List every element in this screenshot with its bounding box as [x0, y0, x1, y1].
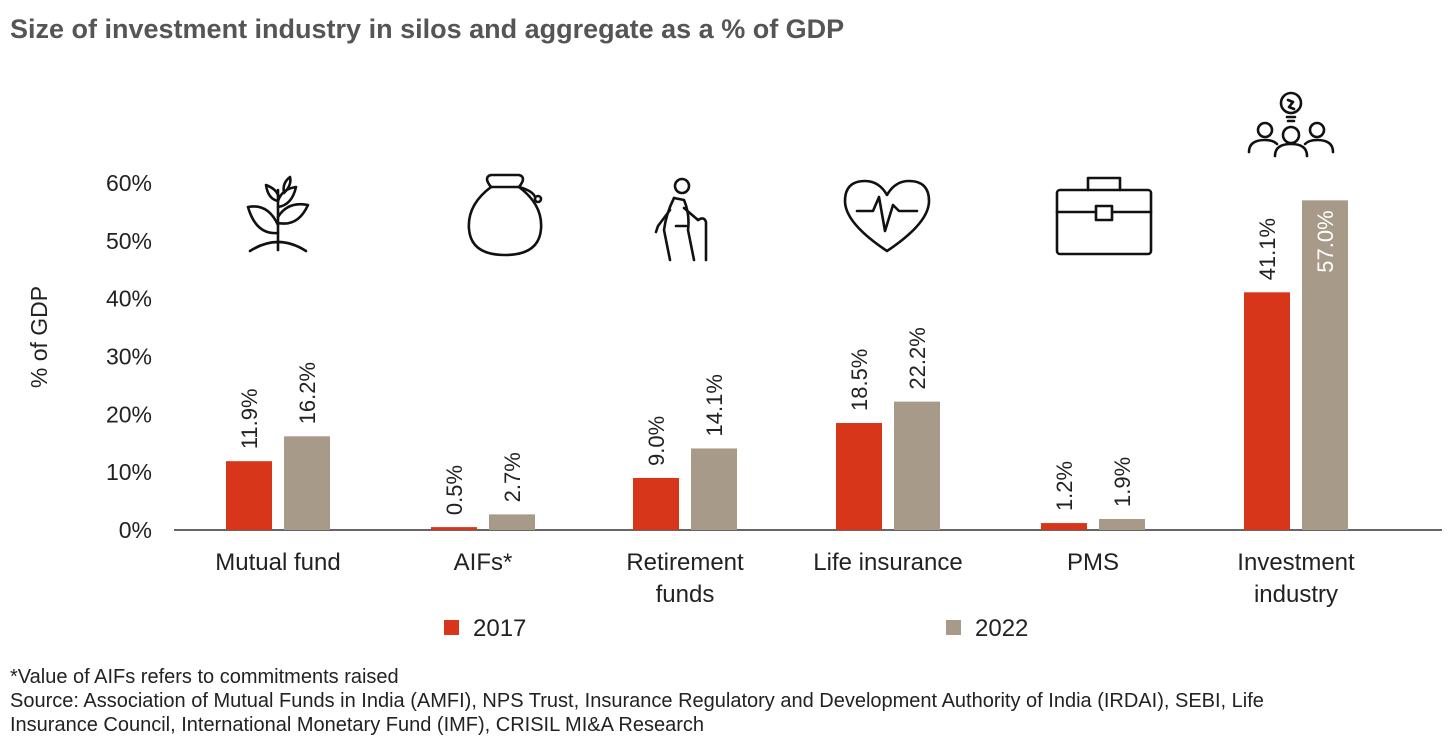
data-label: 0.5% — [442, 465, 467, 515]
legend-item-2022: 2022 — [946, 615, 1028, 642]
source-line: Source: Association of Mutual Funds in I… — [10, 690, 1264, 712]
y-tick-label: 10% — [106, 459, 152, 485]
data-label: 1.2% — [1052, 461, 1077, 511]
y-tick-label: 30% — [106, 344, 152, 370]
y-tick-label: 40% — [106, 286, 152, 312]
bar-2022 — [1302, 200, 1348, 530]
bar-2017 — [633, 477, 679, 530]
bar-2022 — [1099, 519, 1145, 530]
bar-2017 — [226, 461, 272, 530]
bar-2022 — [284, 436, 330, 530]
bar-2022 — [894, 401, 940, 530]
money-bag-icon — [467, 173, 543, 257]
data-label: 2.7% — [500, 452, 525, 502]
category-label: Mutual fund — [215, 549, 340, 576]
legend-swatch — [946, 620, 961, 635]
data-label: 22.2% — [905, 327, 930, 389]
y-axis-ticks: 0% 10% 20% 30% 40% 50% 60% — [106, 170, 152, 543]
bar-2022 — [691, 448, 737, 530]
category-label: Life insurance — [813, 549, 962, 576]
data-label: 57.0% — [1313, 210, 1338, 272]
category-label: Investment industry — [1237, 549, 1355, 608]
y-tick-label: 0% — [119, 517, 152, 543]
category-label: PMS — [1067, 549, 1119, 576]
bar-2017 — [836, 423, 882, 530]
team-idea-icon — [1247, 91, 1335, 158]
legend-item-2017: 2017 — [444, 615, 526, 642]
heart-pulse-icon — [843, 179, 931, 253]
elderly-person-icon — [654, 177, 708, 262]
briefcase-icon — [1055, 176, 1153, 256]
bars — [226, 200, 1348, 530]
category-label: AIFs* — [454, 549, 513, 576]
y-tick-label: 50% — [106, 228, 152, 254]
category-icons — [246, 91, 1335, 262]
data-label: 11.9% — [237, 388, 262, 449]
category-labels: Mutual fund AIFs* Retirement funds Life insu… — [215, 549, 1355, 608]
legend-label: 2022 — [975, 615, 1028, 642]
page-title: Size of investment industry in silos and… — [10, 14, 845, 44]
footnote: *Value of AIFs refers to commitments rai… — [10, 666, 399, 688]
category-label: Retirement funds — [626, 549, 744, 608]
data-labels: 11.9% 0.5% 9.0% 18.5% 1.2% 41.1% 16.2% 2.7% 14.1… — [237, 210, 1338, 515]
bar-2022 — [489, 514, 535, 530]
y-tick-label: 20% — [106, 401, 152, 427]
footnotes: *Value of AIFs refers to commitments rai… — [10, 665, 1450, 737]
y-tick-label: 60% — [106, 170, 152, 196]
bar-2017 — [431, 527, 477, 530]
data-label: 1.9% — [1110, 457, 1135, 507]
legend: 2017 2022 — [444, 615, 1028, 642]
legend-label: 2017 — [473, 615, 526, 642]
source-line: Insurance Council, International Monetar… — [10, 714, 704, 736]
bar-2017 — [1244, 292, 1290, 530]
bar-chart: 0% 10% 20% 30% 40% 50% 60% % of GDP 11.9% 0.5% 9… — [26, 91, 1442, 642]
data-label: 9.0% — [644, 416, 669, 466]
data-label: 14.1% — [702, 374, 727, 436]
bar-2017 — [1041, 523, 1087, 530]
data-label: 41.1% — [1255, 218, 1280, 280]
legend-swatch — [444, 620, 459, 635]
data-label: 18.5% — [847, 349, 872, 411]
y-axis-label: % of GDP — [26, 286, 52, 388]
plant-icon — [246, 175, 310, 253]
data-label: 16.2% — [295, 362, 320, 424]
